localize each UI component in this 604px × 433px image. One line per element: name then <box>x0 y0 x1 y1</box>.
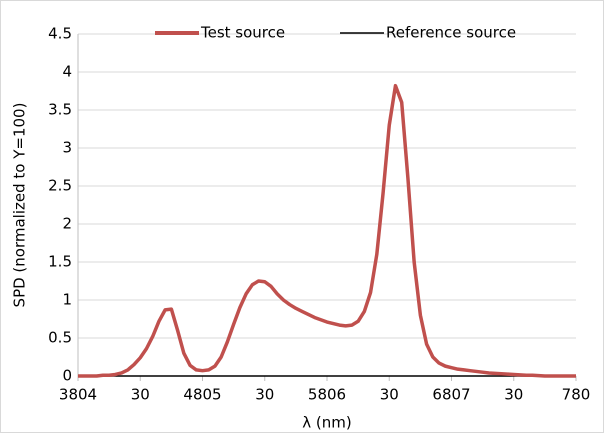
y-axis-label: SPD (normalized to Y=100) <box>11 103 29 308</box>
x-tick-label: 3804 <box>59 386 97 404</box>
legend-label: Reference source <box>386 24 516 42</box>
x-tick-label: 30 <box>131 386 150 404</box>
x-tick-label: 30 <box>504 386 523 404</box>
y-tick-label: 4.5 <box>48 25 72 43</box>
x-tick-label: 30 <box>380 386 399 404</box>
x-axis-label: λ (nm) <box>302 414 351 432</box>
legend-label: Test source <box>200 24 285 42</box>
series-line <box>78 83 576 378</box>
x-tick-label: 6807 <box>432 386 470 404</box>
y-tick-label: 2 <box>62 215 72 233</box>
y-tick-label: 0 <box>62 367 72 385</box>
x-tick-label: 30 <box>255 386 274 404</box>
y-tick-label: 1.5 <box>48 253 72 271</box>
y-tick-label: 4 <box>62 63 72 81</box>
x-tick-label: 780 <box>562 386 591 404</box>
y-tick-label: 2.5 <box>48 177 72 195</box>
x-tick-label: 5806 <box>308 386 346 404</box>
y-tick-label: 3.5 <box>48 101 72 119</box>
x-tick-label: 4805 <box>183 386 221 404</box>
y-tick-label: 1 <box>62 291 72 309</box>
y-tick-label: 0.5 <box>48 329 72 347</box>
y-tick-label: 3 <box>62 139 72 157</box>
